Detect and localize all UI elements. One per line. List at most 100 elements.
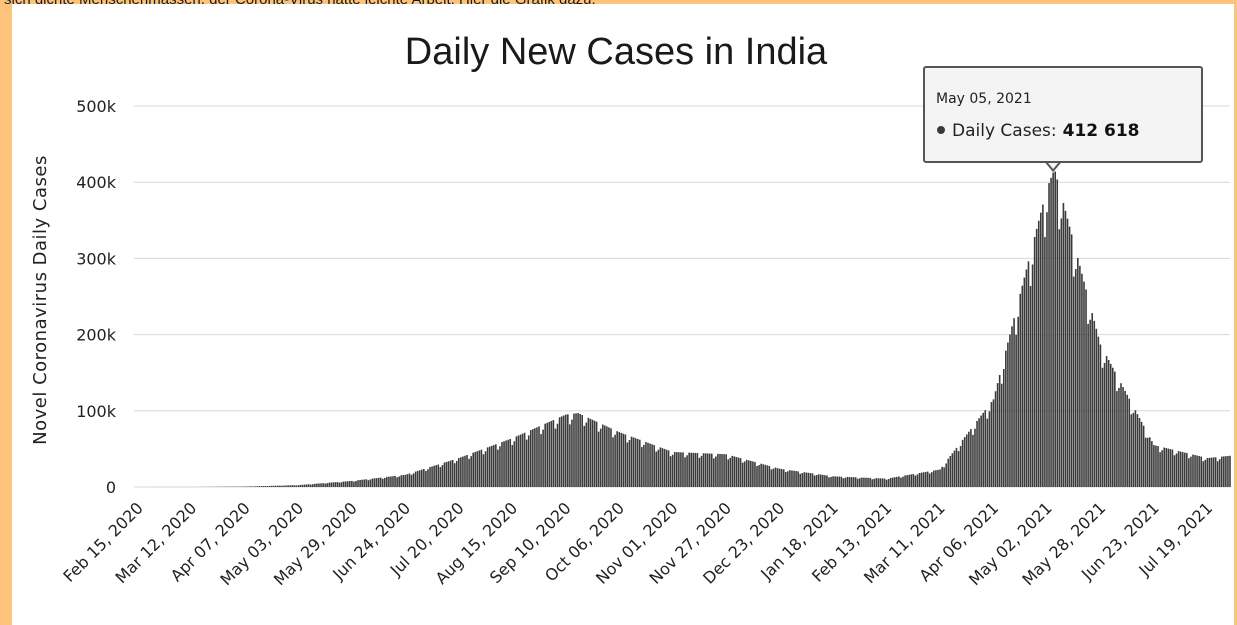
bar[interactable] — [567, 414, 569, 487]
bar[interactable] — [361, 479, 363, 487]
bar[interactable] — [316, 483, 318, 487]
bar[interactable] — [1021, 285, 1024, 487]
bar[interactable] — [532, 429, 534, 487]
bar[interactable] — [437, 464, 440, 487]
bar[interactable] — [776, 468, 779, 487]
bar[interactable] — [836, 476, 839, 487]
bar[interactable] — [867, 477, 869, 487]
bar[interactable] — [916, 474, 919, 487]
bar[interactable] — [488, 446, 491, 487]
bar[interactable] — [733, 456, 736, 487]
bar[interactable] — [875, 478, 878, 487]
bar[interactable] — [988, 411, 991, 487]
bar[interactable] — [1188, 458, 1190, 487]
bar[interactable] — [359, 479, 361, 487]
bar[interactable] — [891, 477, 894, 487]
bar[interactable] — [1132, 412, 1135, 487]
bar[interactable] — [900, 477, 902, 487]
bar[interactable] — [429, 467, 431, 487]
bar[interactable] — [1196, 455, 1198, 487]
bar[interactable] — [406, 474, 409, 487]
bar[interactable] — [279, 485, 281, 487]
bar[interactable] — [717, 453, 719, 487]
bar[interactable] — [550, 420, 553, 487]
bar[interactable] — [700, 455, 703, 487]
bar[interactable] — [1099, 344, 1102, 487]
bar[interactable] — [1198, 456, 1200, 487]
bar[interactable] — [947, 458, 950, 487]
bar[interactable] — [464, 455, 466, 487]
bar[interactable] — [614, 434, 616, 487]
bar[interactable] — [809, 473, 812, 487]
bar[interactable] — [789, 470, 791, 487]
bar[interactable] — [466, 455, 468, 487]
bar[interactable] — [1040, 212, 1042, 487]
bar[interactable] — [1124, 390, 1126, 487]
bar[interactable] — [1142, 425, 1145, 487]
bar[interactable] — [1060, 218, 1063, 487]
bar[interactable] — [297, 485, 300, 487]
bar[interactable] — [941, 466, 943, 487]
bar[interactable] — [762, 464, 764, 487]
bar[interactable] — [618, 432, 621, 487]
bar[interactable] — [601, 424, 604, 487]
bar[interactable] — [511, 445, 514, 487]
bar[interactable] — [1011, 326, 1013, 487]
bar[interactable] — [1025, 269, 1028, 487]
bar[interactable] — [344, 481, 347, 487]
bar[interactable] — [992, 399, 995, 487]
bar[interactable] — [1179, 451, 1182, 487]
bar[interactable] — [256, 486, 259, 487]
bar[interactable] — [972, 434, 974, 487]
bar[interactable] — [484, 451, 487, 487]
bar[interactable] — [252, 486, 254, 487]
bar[interactable] — [1035, 228, 1038, 487]
bar[interactable] — [939, 469, 941, 487]
bar[interactable] — [715, 456, 717, 487]
bar[interactable] — [766, 465, 769, 487]
bar[interactable] — [398, 476, 400, 487]
bar[interactable] — [1218, 459, 1221, 487]
bar[interactable] — [671, 454, 674, 487]
bar[interactable] — [336, 482, 339, 487]
bar[interactable] — [375, 478, 378, 487]
bar[interactable] — [490, 445, 493, 487]
bar[interactable] — [692, 452, 695, 487]
bar[interactable] — [795, 471, 797, 487]
bar[interactable] — [984, 410, 987, 487]
bar[interactable] — [906, 475, 908, 487]
bar[interactable] — [713, 458, 715, 487]
bar[interactable] — [1134, 410, 1137, 487]
bar[interactable] — [1062, 202, 1065, 488]
bar[interactable] — [641, 447, 643, 487]
bar[interactable] — [750, 460, 752, 487]
bar[interactable] — [612, 437, 614, 487]
bar[interactable] — [529, 430, 532, 487]
bar[interactable] — [1077, 258, 1079, 487]
bar[interactable] — [817, 474, 820, 487]
bar[interactable] — [920, 472, 923, 487]
bar[interactable] — [548, 421, 551, 487]
bar[interactable] — [305, 484, 308, 487]
bar[interactable] — [597, 431, 600, 487]
bar[interactable] — [976, 420, 978, 487]
bar[interactable] — [737, 457, 740, 487]
bar[interactable] — [363, 479, 366, 488]
bar[interactable] — [1037, 220, 1040, 487]
bar[interactable] — [630, 436, 633, 487]
bar[interactable] — [871, 479, 873, 487]
bar[interactable] — [912, 474, 915, 487]
bar[interactable] — [1194, 455, 1196, 487]
bar[interactable] — [815, 475, 818, 487]
bar[interactable] — [957, 451, 960, 487]
bar[interactable] — [418, 470, 421, 487]
bar[interactable] — [834, 476, 836, 487]
bar[interactable] — [486, 447, 489, 487]
bar[interactable] — [468, 458, 470, 487]
bar[interactable] — [719, 453, 721, 487]
bar[interactable] — [959, 446, 962, 487]
bar[interactable] — [266, 486, 269, 487]
bar[interactable] — [1046, 212, 1048, 487]
bar[interactable] — [1126, 394, 1128, 487]
bar[interactable] — [645, 442, 647, 487]
